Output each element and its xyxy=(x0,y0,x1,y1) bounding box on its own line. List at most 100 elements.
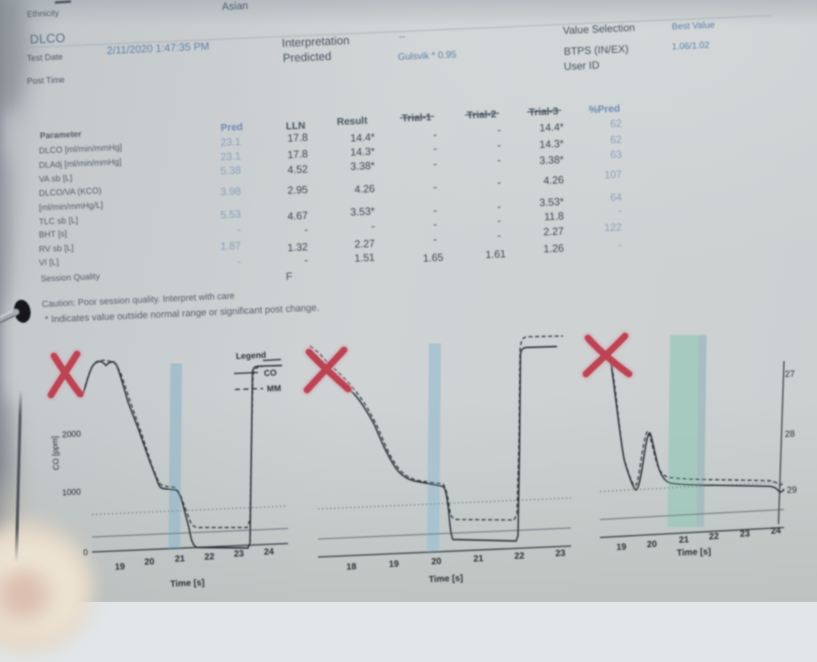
svg-text:23: 23 xyxy=(555,548,565,558)
svg-text:CO: CO xyxy=(264,367,278,378)
svg-text:Trial-3: Trial-3 xyxy=(529,106,559,118)
svg-text:20: 20 xyxy=(647,539,657,549)
svg-text:1.32: 1.32 xyxy=(287,241,308,254)
svg-text:23: 23 xyxy=(234,548,244,558)
svg-text:Ethnicity: Ethnicity xyxy=(27,8,60,19)
svg-text:Parameter: Parameter xyxy=(40,129,83,141)
svg-text:DLAdj [ml/min/mmHg]: DLAdj [ml/min/mmHg] xyxy=(39,156,122,170)
svg-text:-: - xyxy=(618,205,623,217)
svg-text:14.3*: 14.3* xyxy=(350,146,375,159)
svg-text:14.3*: 14.3* xyxy=(539,138,564,151)
svg-text:19: 19 xyxy=(616,542,626,552)
svg-text:14.4*: 14.4* xyxy=(350,132,375,145)
svg-text:2.95: 2.95 xyxy=(287,184,308,197)
svg-text:TLC sb [L]: TLC sb [L] xyxy=(39,215,79,227)
svg-text:20: 20 xyxy=(431,556,441,566)
svg-text:22: 22 xyxy=(204,551,214,561)
svg-text:Interpretation: Interpretation xyxy=(282,35,350,50)
svg-text:-: - xyxy=(497,230,502,242)
svg-text:Trial-1: Trial-1 xyxy=(402,112,432,124)
svg-text:Value Selection: Value Selection xyxy=(563,22,636,37)
svg-text:20: 20 xyxy=(144,556,154,566)
svg-text:62: 62 xyxy=(610,118,622,131)
svg-text:2000: 2000 xyxy=(62,428,82,439)
svg-text:5.38: 5.38 xyxy=(220,165,241,178)
svg-text:22: 22 xyxy=(514,550,524,560)
svg-text:14.4*: 14.4* xyxy=(539,121,564,134)
svg-text:27: 27 xyxy=(785,369,795,379)
svg-text:4.67: 4.67 xyxy=(287,210,308,223)
svg-text:1.06/1.02: 1.06/1.02 xyxy=(672,40,710,52)
svg-text:RV sb [L]: RV sb [L] xyxy=(39,242,74,254)
svg-text:VI [L]: VI [L] xyxy=(39,257,59,268)
svg-text:Time [s]: Time [s] xyxy=(428,573,463,584)
svg-text:%Pred: %Pred xyxy=(589,104,621,116)
svg-text:DLCO/VA (KCO): DLCO/VA (KCO) xyxy=(39,185,102,198)
svg-text:Trial-2: Trial-2 xyxy=(467,109,497,121)
svg-text:BHT [s]: BHT [s] xyxy=(39,228,68,239)
svg-text:Gulsvik * 0.95: Gulsvik * 0.95 xyxy=(398,49,457,63)
svg-text:24: 24 xyxy=(264,546,274,556)
svg-text:-: - xyxy=(433,143,438,155)
svg-text:Caution: Poor session quality.: Caution: Poor session quality. Interpret… xyxy=(42,291,235,309)
svg-text:-: - xyxy=(497,215,502,227)
svg-text:-: - xyxy=(304,254,309,266)
svg-text:3.38*: 3.38* xyxy=(539,154,564,167)
svg-text:21: 21 xyxy=(473,553,483,563)
svg-text:18: 18 xyxy=(346,561,356,571)
svg-text:-: - xyxy=(497,154,502,166)
svg-text:4.52: 4.52 xyxy=(287,164,308,177)
svg-text:4.26: 4.26 xyxy=(543,174,564,187)
svg-text:DLCO: DLCO xyxy=(30,31,66,47)
svg-text:Time [s]: Time [s] xyxy=(170,577,205,588)
svg-text:122: 122 xyxy=(604,222,622,235)
svg-text:1.65: 1.65 xyxy=(423,252,444,265)
svg-text:21: 21 xyxy=(679,534,689,544)
svg-text:Best Value: Best Value xyxy=(672,20,715,32)
svg-text:62: 62 xyxy=(610,134,622,147)
svg-text:19: 19 xyxy=(115,561,125,571)
svg-text:-: - xyxy=(497,201,502,213)
svg-text:Legend: Legend xyxy=(236,350,267,361)
svg-text:23: 23 xyxy=(740,528,750,538)
svg-text:64: 64 xyxy=(610,192,622,205)
svg-text:[ml/min/mmHg/L]: [ml/min/mmHg/L] xyxy=(39,200,104,213)
svg-text:19: 19 xyxy=(389,559,399,569)
svg-text:63: 63 xyxy=(610,149,622,162)
svg-text:11.8: 11.8 xyxy=(544,210,564,223)
svg-text:4.26: 4.26 xyxy=(354,183,375,196)
svg-text:CO [ppm]: CO [ppm] xyxy=(50,436,61,471)
svg-text:User ID: User ID xyxy=(564,59,600,73)
svg-text:F: F xyxy=(286,271,293,283)
svg-text:-: - xyxy=(433,158,438,170)
svg-text:-: - xyxy=(304,224,309,236)
svg-text:MM: MM xyxy=(267,383,282,394)
svg-text:-: - xyxy=(371,220,376,232)
svg-text:1000: 1000 xyxy=(62,486,82,497)
svg-text:0: 0 xyxy=(83,547,88,557)
svg-text:-: - xyxy=(237,256,242,268)
svg-text:Test Date: Test Date xyxy=(27,51,64,63)
svg-text:24: 24 xyxy=(771,525,781,535)
svg-text:-: - xyxy=(433,234,438,246)
svg-text:Asian: Asian xyxy=(222,0,249,13)
svg-text:-: - xyxy=(433,219,438,231)
svg-text:1.26: 1.26 xyxy=(543,243,564,256)
svg-text:3.38*: 3.38* xyxy=(350,160,375,173)
svg-text:1.87: 1.87 xyxy=(220,240,241,253)
svg-text:3.98: 3.98 xyxy=(220,186,241,199)
svg-text:23.1: 23.1 xyxy=(220,151,241,164)
svg-text:-: - xyxy=(237,224,242,236)
svg-text:Result: Result xyxy=(337,116,369,128)
svg-text:Pred: Pred xyxy=(220,122,243,134)
svg-text:-: - xyxy=(618,239,623,251)
svg-text:22: 22 xyxy=(709,531,719,541)
svg-text:2.27: 2.27 xyxy=(354,238,375,251)
svg-text:LLN: LLN xyxy=(286,121,306,133)
svg-text:3.53*: 3.53* xyxy=(350,206,375,219)
svg-text:DLCO [ml/min/mmHg]: DLCO [ml/min/mmHg] xyxy=(39,142,122,156)
svg-text:-: - xyxy=(433,181,438,193)
svg-text:2/11/2020 1:47:35 PM: 2/11/2020 1:47:35 PM xyxy=(107,41,210,57)
svg-text:1.51: 1.51 xyxy=(354,252,375,265)
svg-text:23.1: 23.1 xyxy=(220,136,241,149)
